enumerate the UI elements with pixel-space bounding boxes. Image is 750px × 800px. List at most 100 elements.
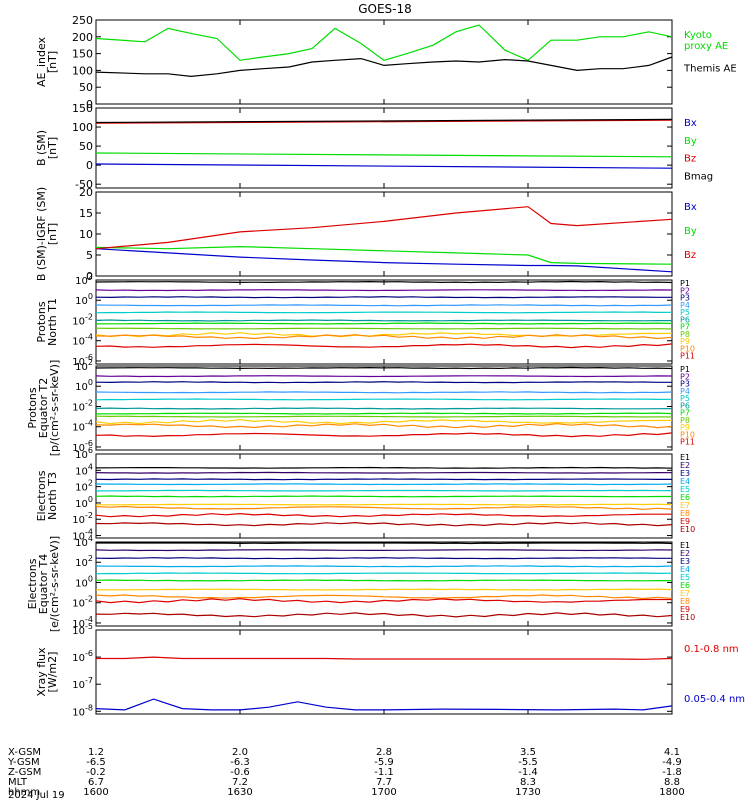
y-tick-label: 10-8: [72, 703, 93, 718]
y-axis-label: B (SM)[nT]: [35, 130, 59, 166]
y-tick-label: 10: [79, 228, 93, 241]
legend-label: P6: [680, 315, 690, 324]
series-line-p5: [95, 311, 673, 314]
legend-label: 0.05-0.4 nm: [684, 694, 745, 705]
y-tick-label: 104: [75, 462, 93, 477]
series-line-e3: [95, 557, 672, 560]
y-tick-label: 100: [75, 574, 93, 589]
y-axis-label: ElectronsEquator T4[e/(cm²-s-sr-keV)]: [26, 536, 61, 632]
y-tick-label: 10-2: [72, 511, 93, 526]
panel-frame: [95, 279, 673, 365]
axis-tick-value: -0.2: [86, 767, 106, 778]
legend-label: E1: [680, 541, 690, 550]
axis-tick-value: -6.3: [230, 757, 250, 768]
series-line-bz: [95, 206, 673, 250]
axis-tick-value: -6.5: [86, 757, 106, 768]
legend-label: E7: [680, 501, 690, 510]
series-line-e2: [95, 549, 673, 552]
series-line-p1: [95, 280, 673, 284]
series-line-p7: [95, 412, 673, 415]
y-axis-label: B (SM)-IGRF (SM)[nT]: [35, 187, 59, 281]
series-line-p6: [95, 407, 673, 410]
y-tick-label: 250: [72, 14, 93, 27]
legend-label: P7: [680, 323, 690, 332]
legend-label: E9: [680, 605, 690, 614]
y-tick-label: 10-6: [72, 649, 93, 664]
y-axis-label: AE_index[nT]: [35, 36, 59, 87]
legend-label: Bx: [684, 118, 697, 129]
axis-tick-value: 6.7: [88, 777, 104, 788]
legend-label: proxy AE: [684, 41, 728, 52]
y-tick-label: 100: [72, 64, 93, 77]
legend-label: Bz: [684, 250, 696, 261]
series-line-p11: [95, 432, 673, 438]
y-tick-label: 102: [75, 272, 93, 287]
legend-label: E5: [680, 573, 690, 582]
series-line-e4: [95, 565, 673, 568]
series-line-p3: [95, 296, 672, 299]
legend-label: P1: [680, 279, 690, 288]
series-line-e8: [95, 594, 673, 600]
axis-tick-value: 1730: [515, 787, 540, 798]
y-tick-label: 0: [86, 159, 93, 172]
y-tick-label: 100: [75, 495, 93, 510]
series-line-e9: [95, 512, 672, 518]
legend-label: E1: [680, 453, 690, 462]
series-line-p6: [95, 319, 672, 322]
y-tick-label: 10-7: [72, 676, 93, 691]
series-line-e5: [95, 572, 673, 575]
legend-label: P4: [680, 301, 690, 310]
y-tick-label: -50: [75, 178, 93, 191]
axis-tick-value: 1800: [659, 787, 684, 798]
axis-tick-value: -1.8: [662, 767, 682, 778]
y-tick-label: 100: [72, 121, 93, 134]
panel-2: -50 0 50 100 150 B (SM)[nT] Bx By Bz Bmag: [35, 102, 713, 191]
y-axis-label: ProtonsEquator T2[p/(cm²-s-sr-keV)]: [26, 360, 61, 457]
series-line-p5: [95, 398, 673, 401]
legend-label: P8: [680, 330, 690, 339]
panel-frame: [95, 19, 673, 105]
legend-label: P6: [680, 401, 690, 410]
legend-label: E4: [680, 565, 690, 574]
y-tick-label: 0: [86, 270, 93, 283]
y-tick-label: 150: [72, 48, 93, 61]
legend-label: E6: [680, 581, 690, 590]
series-line-0-05-0-4-nm: [95, 698, 673, 711]
series-line-by: [95, 152, 673, 158]
series-line-e7: [96, 503, 673, 506]
y-tick-label: 100: [75, 292, 93, 307]
axis-tick-value: 1600: [83, 787, 108, 798]
axis-row-label: Z-GSM: [8, 767, 41, 778]
legend-label: P4: [680, 387, 690, 396]
series-line-e5: [95, 489, 673, 492]
panel-frame: [95, 365, 673, 451]
y-axis-label: Xray flux[W/m2]: [35, 647, 59, 697]
legend-label: P10: [680, 430, 695, 439]
series-line-e4: [95, 483, 673, 486]
axis-tick-value: 1630: [227, 787, 252, 798]
legend-label: E3: [680, 469, 690, 478]
y-tick-label: 50: [79, 140, 93, 153]
legend-label: E7: [680, 589, 690, 598]
series-line-e1: [95, 466, 673, 469]
legend-label: P3: [680, 294, 690, 303]
legend-label: E5: [680, 485, 690, 494]
axis-tick-value: -5.9: [374, 757, 394, 768]
series-line-e10: [95, 612, 673, 618]
axis-tick-value: 2.8: [376, 747, 392, 758]
series-line-e1: [96, 542, 673, 545]
legend-label: P9: [680, 337, 690, 346]
y-tick-label: 200: [72, 31, 93, 44]
series-line-p10: [95, 334, 673, 340]
series-line-by: [95, 245, 673, 265]
legend-label: E2: [680, 549, 690, 558]
axis-tick-value: 7.2: [232, 777, 248, 788]
legend-label: P2: [680, 372, 690, 381]
legend-label: P11: [680, 352, 695, 361]
series-line-p9: [95, 419, 673, 425]
